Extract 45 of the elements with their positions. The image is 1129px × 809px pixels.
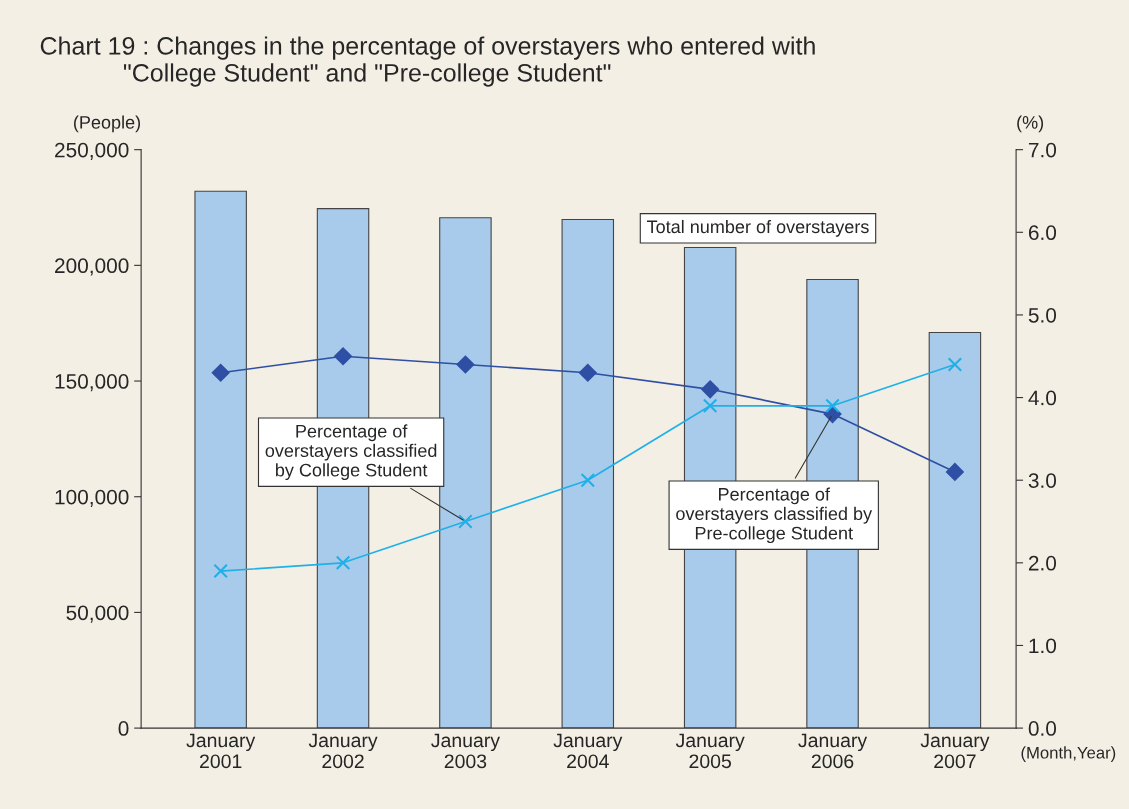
y2-tick-label: 6.0 xyxy=(1028,225,1057,241)
y2-tick-label: 3.0 xyxy=(1028,473,1057,488)
x-tick-label: January 2007 xyxy=(920,733,990,769)
x-tick-label: January 2002 xyxy=(308,733,378,769)
point xyxy=(580,472,596,488)
point xyxy=(211,363,230,382)
y-axis-title: (People) xyxy=(74,115,141,133)
y-tick-label: 250,000 xyxy=(55,142,129,160)
point xyxy=(947,357,963,372)
point xyxy=(946,463,964,481)
x-tick-label: January 2001 xyxy=(186,733,256,769)
y2-axis-title: (%) xyxy=(1017,115,1044,133)
point xyxy=(458,514,473,529)
y2-tick-label: 4.0 xyxy=(1028,390,1057,406)
x-tick-label: January 2003 xyxy=(431,733,500,769)
point xyxy=(334,347,352,366)
x-tick-label: January 2006 xyxy=(798,733,868,769)
point xyxy=(578,363,597,382)
bar xyxy=(561,218,615,729)
point xyxy=(456,355,475,374)
x-tick-label: January 2004 xyxy=(553,733,623,769)
y2-tick-label: 2.0 xyxy=(1028,555,1057,571)
point xyxy=(213,563,228,579)
text: Percentage of overstayers classified by College Student xyxy=(265,424,437,481)
y2-tick-label: 0.0 xyxy=(1028,721,1057,736)
bar xyxy=(194,190,247,729)
y2-tick-label: 7.0 xyxy=(1028,142,1057,158)
y-tick-label: 150,000 xyxy=(55,374,129,392)
bar xyxy=(928,331,982,729)
chart-title: Chart 19 : Changes in the percentage of overstayers who entered with "College Student" and "Pre-college Student" xyxy=(40,36,815,87)
bar xyxy=(439,217,492,729)
y-tick-label: 0 xyxy=(118,721,129,736)
y2-tick-label: 1.0 xyxy=(1029,638,1057,654)
point xyxy=(701,380,720,399)
point xyxy=(702,398,718,414)
x-tick-label: January 2005 xyxy=(675,733,745,769)
y-tick-label: 50,000 xyxy=(66,605,129,623)
point xyxy=(335,555,351,571)
y-tick-label: 200,000 xyxy=(55,258,129,276)
series-label: Total number of overstayers xyxy=(647,219,869,237)
x-axis-title: (Month,Year) xyxy=(1021,746,1116,762)
point xyxy=(825,398,840,414)
text: Percentage of overstayers classified by Pre-college Student xyxy=(676,487,873,544)
y2-tick-label: 5.0 xyxy=(1028,307,1057,323)
y-tick-label: 100,000 xyxy=(55,489,129,507)
